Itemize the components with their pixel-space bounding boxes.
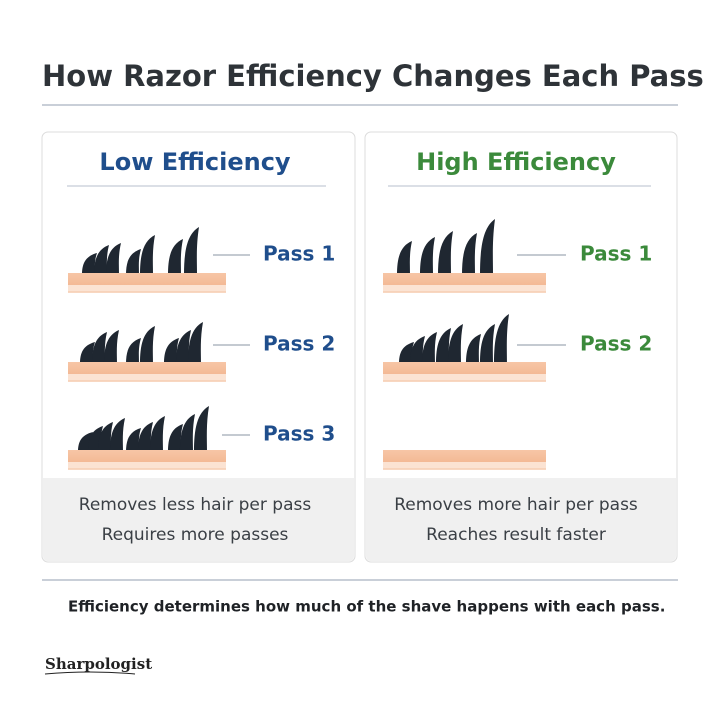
skin-base — [68, 285, 226, 291]
note: Requires more passes — [102, 525, 289, 545]
note: Removes more hair per pass — [394, 495, 638, 515]
skin-base — [383, 285, 546, 291]
hair — [104, 330, 119, 364]
hair — [150, 416, 165, 452]
hair — [164, 338, 179, 364]
hair — [466, 334, 481, 364]
pass-label: Pass 2 — [263, 332, 335, 356]
hair — [168, 239, 183, 275]
hair — [188, 322, 203, 364]
hair — [448, 324, 463, 364]
illustrations — [68, 219, 546, 470]
hair — [462, 233, 477, 275]
hair — [494, 314, 509, 364]
hair — [184, 227, 199, 275]
hair — [480, 219, 495, 275]
hair — [438, 231, 453, 275]
hair — [397, 241, 412, 275]
pass-label: Pass 2 — [580, 332, 652, 356]
hair — [194, 406, 209, 452]
panel-heading: High Efficiency — [416, 148, 616, 176]
hair — [98, 422, 113, 452]
hair — [436, 328, 451, 364]
skin-base — [383, 462, 546, 468]
hair — [126, 249, 141, 275]
hair — [420, 237, 435, 275]
hair — [82, 253, 97, 275]
hair — [80, 342, 95, 364]
panel-footer-bg — [366, 478, 676, 561]
hair — [92, 332, 107, 364]
hair — [126, 428, 141, 452]
hair — [410, 336, 425, 364]
hair — [480, 324, 495, 364]
title: How Razor Efficiency Changes Each Pass — [42, 59, 704, 93]
pass-label: Pass 1 — [263, 242, 335, 266]
skin-base — [68, 462, 226, 468]
pass-label: Pass 3 — [263, 422, 335, 446]
footer-text: Efficiency determines how much of the sh… — [68, 598, 665, 616]
pass-label: Pass 1 — [580, 242, 652, 266]
hair — [138, 422, 153, 452]
hair — [106, 243, 121, 275]
hair — [110, 418, 125, 452]
note: Reaches result faster — [426, 525, 606, 545]
note: Removes less hair per pass — [79, 495, 312, 515]
logo-swoosh — [44, 671, 136, 675]
hair — [168, 424, 183, 452]
hair — [94, 245, 109, 275]
skin-base — [383, 374, 546, 380]
hair — [140, 326, 155, 364]
hair — [176, 330, 191, 364]
hair — [422, 332, 437, 364]
skin-base — [68, 374, 226, 380]
panel-heading: Low Efficiency — [99, 148, 291, 176]
hair — [180, 414, 195, 452]
panel-footer-bg — [43, 478, 354, 561]
logo: Sharpologist — [45, 655, 152, 673]
hair — [140, 235, 155, 275]
hair — [126, 338, 141, 364]
